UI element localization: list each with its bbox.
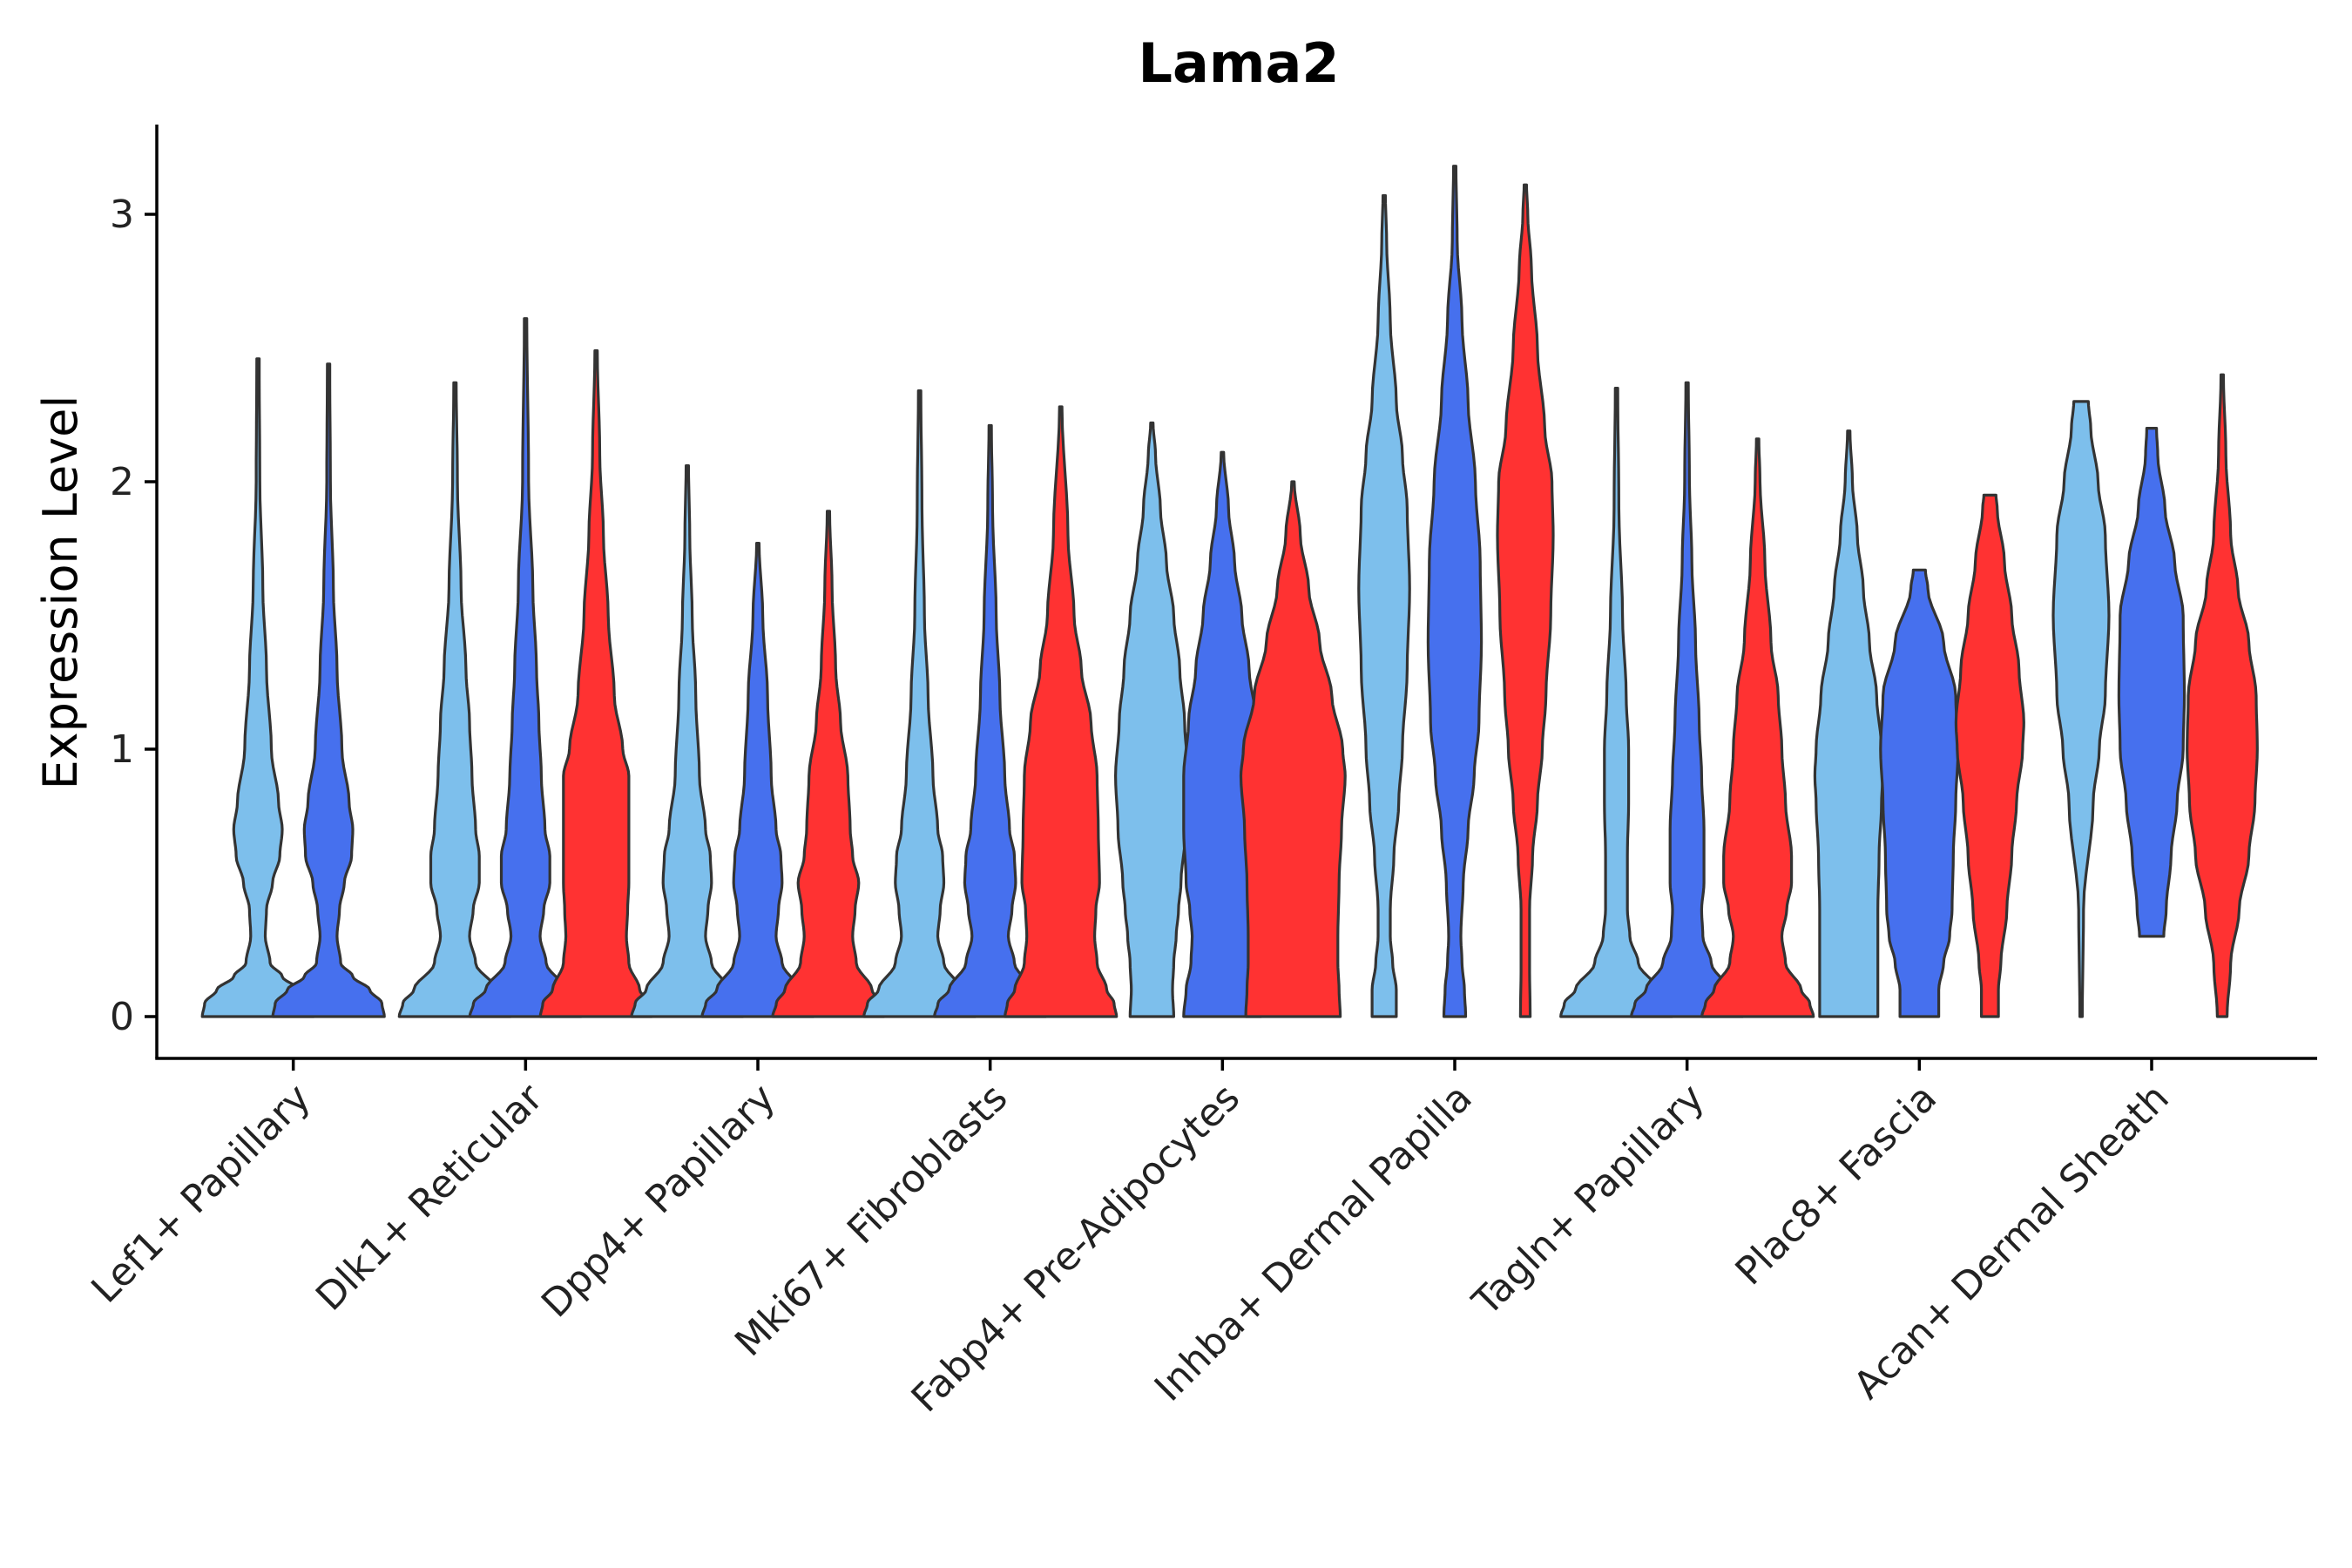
violin-mki67-fibroblasts-s0 bbox=[862, 389, 977, 1018]
x-tick-label: Lef1+ Papillary bbox=[83, 1076, 319, 1312]
violin-dlk1-reticular-s0 bbox=[397, 381, 512, 1018]
violin-tagln-papillary-s1 bbox=[1630, 381, 1745, 1018]
x-tick-label: Plac8+ Fascia bbox=[1727, 1076, 1946, 1294]
chart-title: Lama2 bbox=[1139, 31, 1340, 95]
violin-dlk1-reticular-s2 bbox=[538, 349, 653, 1018]
violin-dpp4-papillary-s0 bbox=[630, 464, 745, 1018]
violin-lef1-papillary-s1 bbox=[271, 362, 386, 1018]
x-tick-label: Tagln+ Papillary bbox=[1463, 1076, 1713, 1325]
violin-inhba-dermal-papilla-s0 bbox=[1357, 193, 1411, 1018]
violin-dpp4-papillary-s2 bbox=[771, 510, 886, 1018]
violin-plac8-fascia-s1 bbox=[1879, 568, 1960, 1018]
violin-acan-dermal-sheath-s2 bbox=[2186, 373, 2259, 1018]
violin-dlk1-reticular-s1 bbox=[468, 317, 583, 1018]
y-tick-label: 3 bbox=[110, 193, 134, 237]
violin-plac8-fascia-s0 bbox=[1813, 429, 1884, 1018]
violin-plac8-fascia-s2 bbox=[1954, 493, 2025, 1018]
violin-dpp4-papillary-s1 bbox=[700, 542, 815, 1018]
y-tick-label: 0 bbox=[110, 995, 134, 1039]
violin-inhba-dermal-papilla-s2 bbox=[1496, 183, 1555, 1018]
violin-fabp4-pre-adipocytes-s0 bbox=[1114, 421, 1190, 1018]
violin-lef1-papillary-s0 bbox=[200, 357, 315, 1018]
violin-mki67-fibroblasts-s1 bbox=[933, 423, 1048, 1018]
violin-layer bbox=[200, 165, 2259, 1018]
violin-acan-dermal-sheath-s0 bbox=[2051, 400, 2111, 1018]
y-axis-title: Expression Level bbox=[33, 395, 88, 790]
x-tick-label: Dpp4+ Papillary bbox=[533, 1076, 784, 1327]
violin-inhba-dermal-papilla-s1 bbox=[1426, 165, 1484, 1018]
x-tick-label: Dlk1+ Reticular bbox=[308, 1075, 552, 1320]
axes-layer bbox=[155, 125, 2317, 1060]
violin-acan-dermal-sheath-s1 bbox=[2117, 427, 2186, 938]
y-tick-label: 1 bbox=[110, 727, 134, 772]
violin-tagln-papillary-s2 bbox=[1700, 437, 1815, 1018]
violin-fabp4-pre-adipocytes-s2 bbox=[1239, 480, 1347, 1018]
y-ticks: 0 1 2 3 bbox=[110, 193, 157, 1039]
y-tick-label: 2 bbox=[110, 460, 134, 504]
violin-mki67-fibroblasts-s2 bbox=[1004, 405, 1119, 1018]
violin-tagln-papillary-s0 bbox=[1559, 387, 1674, 1018]
